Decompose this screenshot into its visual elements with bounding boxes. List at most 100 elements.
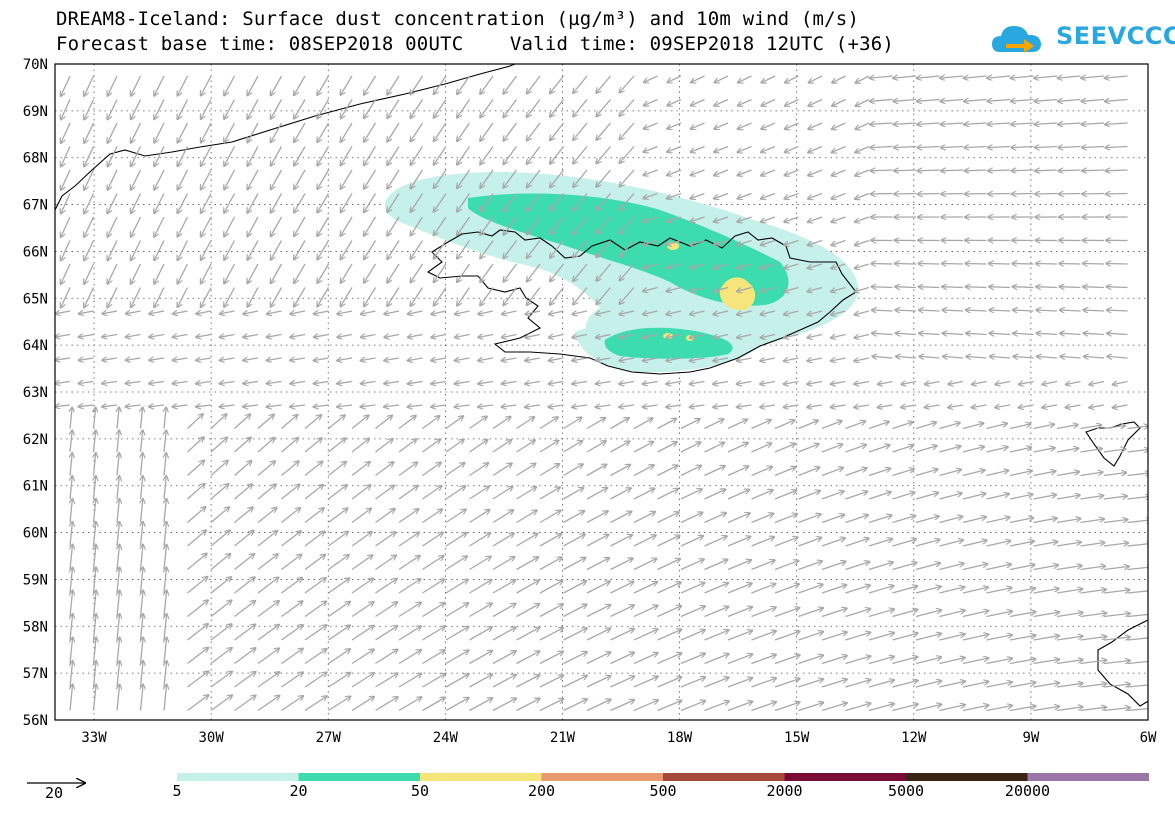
legend-threshold-label: 200 [527, 782, 556, 800]
wind-arrow [61, 122, 71, 143]
wind-arrow [1103, 426, 1125, 429]
wind-arrow [854, 335, 870, 338]
wind-arrow [596, 216, 611, 234]
dust-band-50 [719, 277, 756, 311]
wind-arrow [1103, 543, 1128, 547]
wind-arrow [304, 578, 326, 594]
wind-arrow [224, 122, 236, 142]
wind-arrow [643, 382, 658, 385]
wind-arrow [727, 490, 749, 500]
wind-arrow [328, 649, 351, 665]
wind-arrow [738, 122, 752, 129]
wind-arrow [61, 99, 71, 120]
wind-arrow [422, 650, 445, 665]
wind-arrow [1033, 659, 1060, 665]
wind-arrow [539, 441, 559, 453]
wind-arrow [620, 122, 635, 140]
wind-arrow [644, 145, 658, 153]
wind-arrow [224, 263, 236, 283]
wind-arrow [572, 335, 588, 338]
wind-arrow [398, 439, 417, 453]
wind-arrow [492, 627, 516, 641]
wind-arrow [845, 492, 868, 500]
wind-arrow [821, 608, 847, 618]
wind-arrow [154, 240, 165, 261]
wind-arrow [986, 564, 1011, 571]
wind-arrow [422, 533, 443, 547]
wind-arrow [455, 358, 470, 361]
wind-arrow [234, 461, 252, 476]
wind-arrow [573, 263, 588, 281]
wind-arrow [680, 606, 705, 618]
wind-arrow [281, 672, 303, 688]
wind-arrow [525, 311, 541, 314]
lon-label: 12W [901, 730, 927, 746]
wind-arrow [317, 75, 330, 95]
wind-arrow [469, 603, 492, 618]
wind-arrow [70, 685, 73, 711]
wind-arrow [317, 193, 330, 213]
wind-arrow [893, 100, 917, 102]
wind-arrow [1056, 707, 1083, 712]
wind-arrow [751, 607, 776, 618]
wind-arrow [596, 122, 611, 140]
lon-label: 27W [316, 730, 342, 746]
wind-arrow [667, 122, 682, 129]
wind-arrow [808, 122, 823, 129]
wind-arrow [364, 75, 377, 95]
wind-arrow [294, 216, 306, 236]
wind-arrow [102, 405, 118, 407]
wind-arrow [680, 489, 702, 500]
wind-arrow [247, 146, 259, 166]
wind-arrow [210, 531, 230, 547]
wind-arrow [84, 287, 95, 308]
wind-arrow [411, 240, 424, 259]
wind-arrow [704, 607, 729, 618]
wind-arrow [808, 263, 823, 268]
wind-arrow [224, 99, 236, 119]
wind-arrow [915, 610, 941, 618]
wind-arrow [411, 263, 424, 282]
legend-threshold-label: 20 [289, 782, 308, 800]
wind-arrow [503, 263, 518, 282]
wind-arrow [131, 99, 142, 120]
wind-arrow [503, 287, 518, 306]
wind-arrow [1082, 170, 1105, 171]
wind-arrow [596, 358, 611, 361]
wind-arrow [154, 99, 165, 120]
wind-arrow [502, 335, 517, 338]
wind-arrow [281, 508, 301, 524]
wind-arrow [633, 489, 655, 500]
wind-arrow [762, 75, 776, 83]
wind-arrow [492, 417, 511, 430]
wind-arrow [317, 263, 330, 283]
wind-arrow [398, 556, 420, 571]
wind-arrow [328, 485, 347, 500]
wind-arrow [1009, 447, 1031, 453]
wind-arrow [550, 75, 565, 93]
wind-arrow [210, 414, 227, 429]
wind-arrow [986, 588, 1012, 594]
wind-arrow [727, 678, 752, 688]
wind-arrow [761, 98, 776, 106]
wind-arrow [328, 625, 351, 641]
wind-arrow [131, 122, 142, 143]
wind-arrow [502, 382, 517, 384]
wind-arrow [870, 147, 893, 148]
wind-arrow [610, 512, 632, 524]
wind-arrow [680, 677, 705, 688]
wind-arrow [667, 239, 682, 245]
wind-arrow [854, 405, 870, 407]
wind-arrow [117, 545, 120, 570]
wind-arrow [573, 146, 588, 164]
wind-arrow [856, 98, 870, 107]
wind-arrow [915, 540, 940, 547]
wind-arrow [84, 99, 95, 120]
wind-arrow [986, 706, 1013, 712]
wind-arrow [243, 358, 259, 360]
wind-arrow [187, 648, 209, 665]
wind-arrow [201, 146, 212, 167]
wind-arrow [737, 405, 752, 407]
wind-arrow [915, 704, 941, 712]
wind-arrow [411, 287, 424, 306]
